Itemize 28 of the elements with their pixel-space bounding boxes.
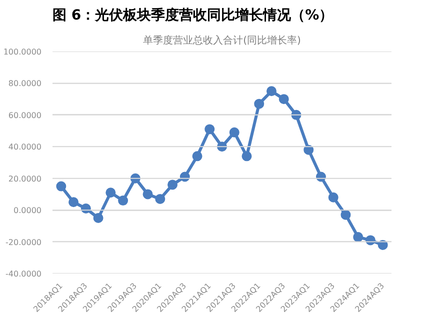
point: [168, 180, 178, 190]
point: [106, 188, 116, 198]
chart-subtitle: 单季度营业总收入合计(同比增长率): [143, 34, 301, 46]
point: [68, 197, 79, 208]
point: [118, 196, 128, 206]
point: [56, 181, 66, 192]
chart-title: 图 6：光伏板块季度营收同比增长情况（%）: [52, 6, 334, 24]
point: [155, 194, 166, 204]
y-tick-label: -20.0000: [6, 238, 42, 247]
y-tick-label: 40.0000: [8, 142, 42, 152]
point: [142, 189, 153, 200]
y-tick-label: -40.0000: [6, 270, 42, 278]
point: [254, 98, 264, 109]
point: [266, 86, 276, 96]
point: [353, 232, 364, 242]
y-tick-label: 80.0000: [8, 79, 42, 88]
point: [242, 151, 252, 162]
point: [93, 213, 104, 223]
point: [328, 192, 338, 202]
y-tick-label: 60.0000: [8, 110, 42, 120]
point: [192, 151, 202, 162]
point: [278, 94, 289, 104]
y-tick-label: 20.0000: [8, 174, 42, 184]
point: [204, 124, 215, 134]
point: [229, 127, 240, 138]
y-tick-label: 100.0000: [3, 48, 42, 56]
point: [340, 210, 351, 220]
y-tick-label: 0.0000: [14, 206, 42, 216]
